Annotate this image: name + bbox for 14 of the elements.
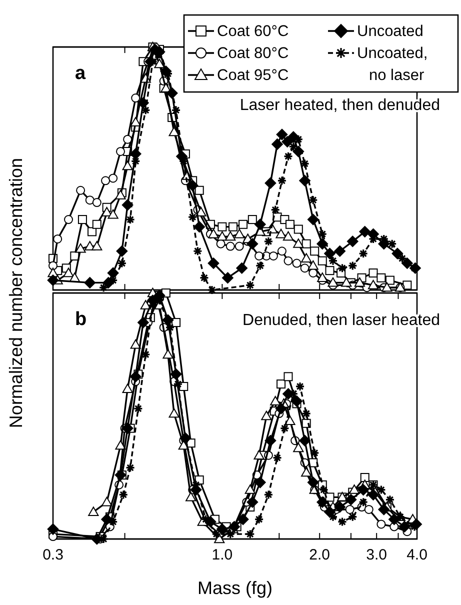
legend-label: Coat 60°C (217, 23, 289, 40)
legend-label: Uncoated (357, 23, 424, 40)
legend-label: Coat 80°C (217, 45, 289, 62)
x-axis-title: Mass (fg) (197, 578, 273, 598)
annotation: a (75, 63, 86, 84)
x-tick-label: 4.0 (406, 546, 428, 564)
annotation: b (75, 309, 87, 330)
x-tick-label: 3.0 (366, 546, 388, 564)
legend-label: Coat 95°C (217, 67, 289, 84)
y-axis-title: Normalized number concentration (6, 158, 26, 428)
x-tick-label: 1.0 (212, 546, 233, 564)
legend-label: Uncoated, no laser (357, 45, 428, 84)
x-tick-label: 2.0 (309, 546, 330, 564)
x-tick-label: 0.3 (42, 546, 64, 564)
